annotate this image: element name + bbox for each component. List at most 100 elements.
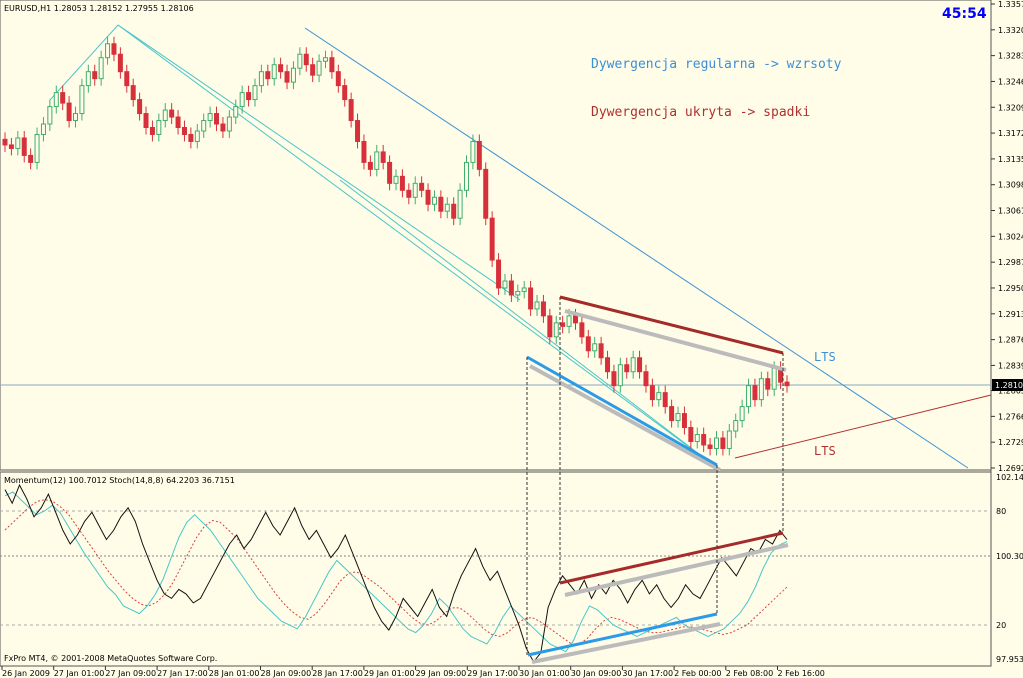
candle-body — [502, 280, 508, 289]
candle-body — [92, 71, 98, 80]
indicator-panel[interactable] — [0, 471, 992, 667]
price-tick-label: 1.31720 — [998, 129, 1023, 138]
candle-body — [15, 137, 21, 149]
candle-body — [508, 280, 514, 296]
candle-body — [21, 137, 27, 156]
time-tick-label: 28 Jan 01:00 — [209, 669, 260, 678]
time-axis: 26 Jan 2009 27 Jan 01:00 27 Jan 09:00 27 Ja… — [1, 666, 825, 678]
candle-body — [765, 378, 771, 390]
candle-body — [649, 385, 655, 401]
candle-body — [746, 385, 752, 408]
candle-body — [566, 315, 572, 327]
divergence-guides — [526, 297, 784, 656]
candle-body — [630, 357, 636, 373]
annotation-hidden-divergence: Dywergencja ukryta -> spadki — [591, 105, 810, 120]
time-tick-label: 29 Jan 09:00 — [416, 669, 467, 678]
candle-body — [643, 371, 649, 387]
time-tick-label: 26 Jan 2009 — [2, 669, 50, 678]
candle-body — [489, 217, 495, 261]
ind-shadow-lower — [531, 622, 721, 664]
candle-body — [271, 64, 277, 80]
time-tick-label: 30 Jan 09:00 — [571, 669, 622, 678]
candle-body — [233, 106, 239, 118]
candle-body — [40, 123, 46, 135]
candle-body — [105, 43, 111, 59]
candle-body — [771, 367, 777, 390]
price-regular-divergence — [526, 355, 718, 467]
candle-body — [425, 189, 431, 205]
candle-body — [521, 287, 527, 292]
candle-body — [214, 113, 220, 125]
indicator-tick-label: 20 — [996, 621, 1006, 630]
candle-body — [669, 406, 675, 422]
candle-body — [470, 140, 476, 163]
candle-body — [701, 434, 707, 446]
candle-body — [239, 92, 245, 108]
candle-body — [181, 127, 187, 135]
candle-body — [137, 99, 143, 115]
candle-body — [431, 196, 437, 205]
candle-body — [605, 357, 611, 373]
candle-body — [111, 43, 117, 55]
candles — [2, 36, 790, 456]
candle-body — [476, 140, 482, 170]
candle-body — [303, 53, 309, 66]
candle-body — [528, 287, 534, 310]
candle-body — [162, 109, 168, 122]
candle-body — [637, 357, 643, 373]
time-tick-label: 2 Feb 00:00 — [674, 669, 721, 678]
candle-body — [752, 385, 758, 401]
candle-body — [534, 301, 540, 310]
time-tick-label: 27 Jan 09:00 — [105, 669, 156, 678]
candle-body — [457, 189, 463, 219]
candle-body — [720, 437, 726, 449]
candle-body — [739, 406, 745, 422]
price-panel[interactable] — [0, 0, 992, 471]
candle-body — [688, 427, 694, 442]
candle-body — [246, 92, 252, 101]
price-shadow-upper — [564, 309, 787, 372]
momentum-line — [4, 483, 788, 663]
candle-body — [592, 343, 598, 352]
candle-body — [34, 133, 40, 163]
ind-hidden-divergence — [559, 531, 784, 585]
price-tick-label: 1.32830 — [998, 52, 1023, 61]
timer: 45:54 — [942, 6, 987, 22]
candle-body — [515, 290, 521, 296]
candle-body — [258, 71, 264, 87]
candle-body — [412, 182, 418, 198]
candle-body — [124, 71, 130, 87]
candle-body — [79, 85, 85, 115]
price-tick-label: 1.29130 — [998, 310, 1023, 319]
candle-body — [361, 140, 367, 163]
candle-body — [380, 151, 386, 163]
time-tick-label: 28 Jan 17:00 — [312, 669, 363, 678]
candle-body — [207, 113, 213, 122]
time-tick-label: 27 Jan 01:00 — [54, 669, 105, 678]
candle-body — [374, 151, 380, 170]
candle-body — [226, 116, 232, 132]
trendline-red-long — [734, 394, 992, 459]
candle-body — [662, 392, 668, 408]
price-tick-label: 1.29870 — [998, 258, 1023, 267]
candle-body — [758, 378, 764, 401]
time-tick-label: 29 Jan 17:00 — [467, 669, 518, 678]
trendline-blue-long — [304, 27, 969, 469]
candle-body — [342, 85, 348, 101]
candle-body — [220, 123, 226, 132]
candle-body — [73, 113, 79, 122]
candle-body — [335, 71, 341, 87]
candle-body — [540, 301, 546, 317]
ind-regular-divergence — [527, 612, 718, 657]
time-tick-label: 2 Feb 08:00 — [726, 669, 773, 678]
indicator-divergence — [527, 531, 789, 664]
candle-body — [85, 71, 91, 87]
price-tick-label: 1.30980 — [998, 181, 1023, 190]
candle-body — [149, 127, 155, 135]
candle-body — [464, 161, 470, 191]
candle-body — [284, 71, 290, 83]
candle-body — [733, 420, 739, 432]
candle-body — [355, 120, 361, 142]
candle-body — [66, 102, 72, 122]
